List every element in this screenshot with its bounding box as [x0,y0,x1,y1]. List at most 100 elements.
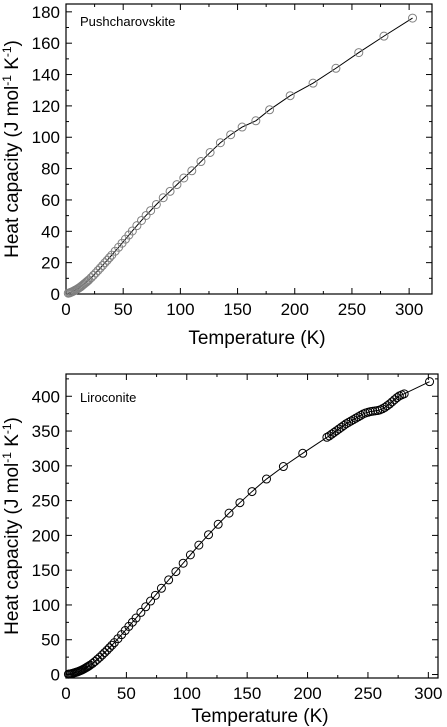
x-tick-label: 250 [354,684,382,703]
data-point [172,180,182,190]
y-tick-label: 100 [32,596,60,615]
y-tick-label: 40 [41,222,60,241]
data-point [164,575,174,585]
data-point [278,462,288,472]
y-tick-label: 20 [41,254,60,273]
data-point [141,602,151,612]
data-point [261,474,271,484]
data-point [83,276,93,286]
panel-title: Pushcharovskite [80,14,175,29]
chart-pushcharovskite: 0 50 100 150 200 250 300 0 20 40 60 80 100 120 140 160 1… [0,3,433,349]
data-point [351,413,361,423]
data-point [150,590,160,600]
data-point [194,540,204,550]
data-point [165,186,175,196]
data-point [132,221,142,231]
data-point [127,226,137,236]
x-tick-label: 100 [166,300,194,319]
data-point [348,415,358,425]
y-tick-label: 160 [32,34,60,53]
data-point [146,206,156,216]
y-tick-label: 250 [32,492,60,511]
data-point [178,558,188,568]
x-tick-label: 300 [395,300,423,319]
data-point [107,640,117,650]
data-point [91,268,101,278]
data-point [86,273,96,283]
data-point [88,270,98,280]
x-tick-label: 100 [173,684,201,703]
y-tick-label: 350 [32,422,60,441]
data-point [136,215,146,225]
data-point [322,432,332,442]
data-point [237,122,247,132]
data-point [98,260,108,270]
plot-frame [65,3,433,295]
data-point [102,645,112,655]
y-tick-label: 400 [32,387,60,406]
data-point [93,265,103,275]
y-tick-label: 120 [32,97,60,116]
data-point [84,275,94,285]
data-point [379,31,389,41]
y-tick-label: 0 [51,666,60,685]
data-point [158,193,168,203]
x-tick-label: 250 [338,300,366,319]
data-point [213,519,223,529]
y-tick-label: 140 [32,66,60,85]
x-tick-label: 150 [233,684,261,703]
data-point [408,13,418,23]
data-point [187,166,197,176]
data-point [247,487,257,497]
data-point [399,389,409,399]
data-point [285,91,295,101]
data-point [235,498,245,508]
x-axis-label: Temperature (K) [191,706,328,727]
data-point [346,416,356,426]
data-point [179,173,189,183]
data-point [224,508,234,518]
data-point [425,377,435,387]
data-point [156,583,166,593]
y-tick-label: 100 [32,128,60,147]
data-point [392,393,402,403]
data-point [298,448,308,458]
y-tick-label: 200 [32,526,60,545]
data-point [171,567,181,577]
y-tick-label: 180 [32,3,60,22]
data-point [196,157,206,167]
y-tick-label: 80 [41,160,60,179]
data-point [353,412,363,422]
x-tick-label: 0 [61,684,70,703]
data-point [136,607,146,617]
x-tick-label: 0 [61,300,70,319]
y-tick-label: 60 [41,191,60,210]
data-point [151,199,161,209]
data-point [95,263,105,273]
plot-frame [65,373,439,679]
data-point [92,654,102,664]
y-axis-label: Heat capacity (J mol-1 K-1) [0,40,23,258]
data-point [344,417,354,427]
x-axis-label: Temperature (K) [188,328,325,349]
y-tick-label: 300 [32,457,60,476]
data-point [204,530,214,540]
data-point [104,253,114,263]
x-tick-label: 200 [281,300,309,319]
data-point [354,48,364,58]
x-tick-label: 200 [293,684,321,703]
data-point [308,78,318,88]
data-point [341,419,351,429]
x-tick-label: 50 [117,684,136,703]
x-tick-label: 300 [414,684,442,703]
data-point [102,255,112,265]
data-point [251,116,261,126]
fit-curve [68,17,413,294]
data-point [205,147,215,157]
data-point [146,596,156,606]
panel-title: Liroconite [80,390,136,405]
data-point [339,420,349,430]
data-point [141,210,151,220]
x-tick-label: 50 [114,300,133,319]
data-point [100,648,110,658]
